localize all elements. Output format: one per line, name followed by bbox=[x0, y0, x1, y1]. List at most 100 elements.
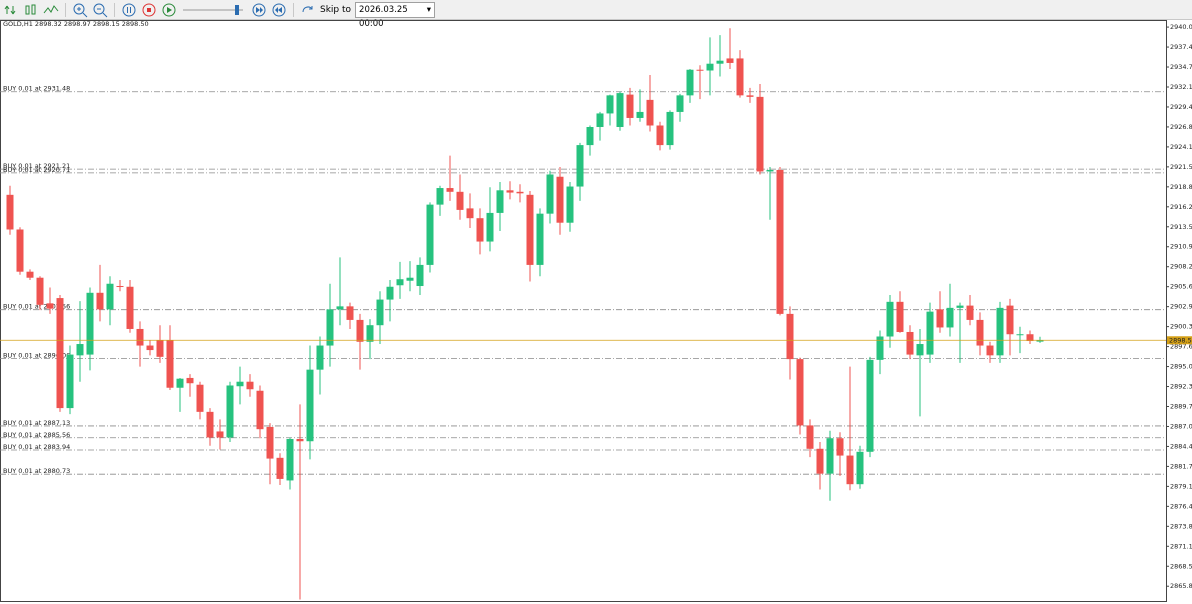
candle-body bbox=[596, 113, 604, 128]
date-input[interactable]: 2026.03.25 00:00 ▾ bbox=[355, 1, 436, 29]
candle-body bbox=[1026, 334, 1034, 342]
candle-body bbox=[496, 190, 504, 213]
candle-body bbox=[86, 292, 94, 355]
candle-body bbox=[446, 188, 454, 192]
candle-body bbox=[1016, 334, 1024, 336]
candle-body bbox=[736, 58, 744, 96]
candle-body bbox=[286, 438, 294, 481]
candle-body bbox=[466, 208, 474, 219]
y-tick-label: 2940.06 bbox=[1170, 23, 1192, 31]
candle-body bbox=[146, 345, 154, 351]
candle-body bbox=[246, 381, 254, 390]
skip-label: Skip to bbox=[320, 4, 352, 15]
order-label: BUY 0.01 at 2880.73 bbox=[3, 467, 70, 475]
zoom-in-button[interactable] bbox=[72, 2, 88, 18]
last-price-label: 2898.50 bbox=[1169, 336, 1192, 344]
y-tick-label: 2924.16 bbox=[1170, 143, 1192, 151]
candle-body bbox=[296, 438, 304, 442]
candle-body bbox=[96, 292, 104, 310]
y-tick-label: 2908.26 bbox=[1170, 263, 1192, 271]
candle-body bbox=[156, 340, 164, 357]
candle-body bbox=[46, 303, 54, 309]
candle-body bbox=[516, 191, 524, 194]
candle-body bbox=[236, 381, 244, 387]
rewind-button[interactable] bbox=[271, 2, 287, 18]
y-tick-label: 2895.01 bbox=[1170, 363, 1192, 371]
candle-body bbox=[606, 95, 614, 114]
y-tick-label: 2918.86 bbox=[1170, 183, 1192, 191]
y-tick-label: 2873.81 bbox=[1170, 522, 1192, 530]
separator bbox=[65, 2, 66, 17]
candle-body bbox=[416, 264, 424, 287]
order-label: BUY 0.01 at 2902.56 bbox=[3, 303, 70, 311]
candle-body bbox=[56, 298, 64, 409]
y-tick-label: 2897.66 bbox=[1170, 343, 1192, 351]
candle-body bbox=[926, 311, 934, 355]
toolbar: Skip to 2026.03.25 00:00 ▾ bbox=[0, 0, 1192, 29]
date-text: 2026.03.25 00:00 bbox=[359, 4, 408, 29]
candle-body bbox=[536, 213, 544, 265]
candle-body bbox=[756, 96, 764, 172]
candle-body bbox=[796, 359, 804, 426]
candle-body bbox=[1006, 305, 1014, 335]
candle-body bbox=[376, 299, 384, 326]
y-tick-label: 2892.36 bbox=[1170, 383, 1192, 391]
candle-body bbox=[336, 306, 344, 310]
calendar-icon[interactable]: ▾ bbox=[426, 4, 432, 15]
candle-body bbox=[116, 286, 124, 288]
candle-body bbox=[436, 188, 444, 205]
chart-title: GOLD,H1 2898.32 2898.97 2898.15 2898.50 bbox=[3, 20, 149, 28]
stop-button[interactable] bbox=[141, 2, 157, 18]
candle-body bbox=[706, 63, 714, 71]
candle-body bbox=[686, 69, 694, 96]
y-tick-label: 2871.16 bbox=[1170, 542, 1192, 550]
candle-body bbox=[186, 377, 194, 384]
speed-slider[interactable] bbox=[181, 2, 247, 18]
separator bbox=[114, 2, 115, 17]
candles-button[interactable] bbox=[23, 2, 39, 18]
candle-body bbox=[876, 336, 884, 360]
order-label: BUY 0.01 at 2896.06 bbox=[3, 352, 70, 360]
candle-body bbox=[346, 306, 354, 320]
y-tick-label: 2913.56 bbox=[1170, 223, 1192, 231]
candle-body bbox=[556, 176, 564, 223]
y-tick-label: 2865.86 bbox=[1170, 582, 1192, 590]
candle-body bbox=[836, 438, 844, 456]
candle-body bbox=[846, 455, 854, 485]
candle-body bbox=[626, 94, 634, 118]
candle-body bbox=[486, 212, 494, 242]
candle-body bbox=[996, 307, 1004, 356]
candle-body bbox=[666, 111, 674, 146]
candle-body bbox=[906, 331, 914, 355]
play-button[interactable] bbox=[161, 2, 177, 18]
candle-body bbox=[106, 283, 114, 310]
candle-body bbox=[506, 190, 514, 193]
candle-body bbox=[76, 344, 84, 356]
candle-body bbox=[546, 174, 554, 214]
y-tick-label: 2879.11 bbox=[1170, 482, 1192, 490]
last-price-box bbox=[1167, 336, 1192, 345]
y-tick-label: 2934.76 bbox=[1170, 63, 1192, 71]
candle-body bbox=[586, 127, 594, 146]
zoom-out-button[interactable] bbox=[92, 2, 108, 18]
candle-body bbox=[886, 301, 894, 337]
candle-body bbox=[196, 384, 204, 412]
step-button[interactable] bbox=[3, 2, 19, 18]
candle-body bbox=[676, 95, 684, 112]
candle-body bbox=[896, 301, 904, 332]
y-tick-label: 2932.11 bbox=[1170, 83, 1192, 91]
y-tick-label: 2937.41 bbox=[1170, 43, 1192, 51]
forward-button[interactable] bbox=[251, 2, 267, 18]
candle-body bbox=[366, 325, 374, 342]
pause-button[interactable] bbox=[121, 2, 137, 18]
line-button[interactable] bbox=[43, 2, 59, 18]
candle-body bbox=[916, 344, 924, 356]
candle-body bbox=[396, 279, 404, 286]
candle-body bbox=[356, 319, 364, 342]
y-tick-label: 2929.46 bbox=[1170, 103, 1192, 111]
y-tick-label: 2905.61 bbox=[1170, 283, 1192, 291]
candle-body bbox=[806, 425, 814, 449]
order-label: BUY 0.01 at 2921.21 bbox=[3, 162, 70, 170]
candle-body bbox=[766, 169, 774, 172]
